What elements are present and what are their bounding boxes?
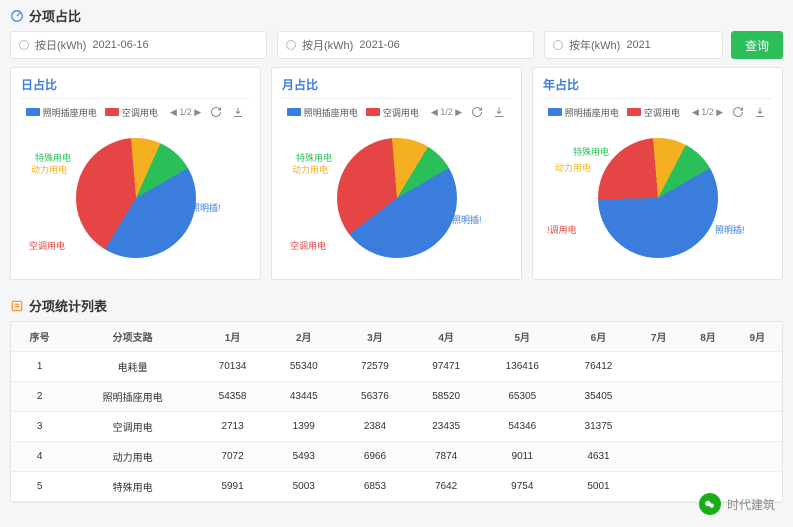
slice-label: 照明插! bbox=[452, 213, 482, 226]
col-header: 9月 bbox=[733, 322, 782, 352]
download-icon[interactable] bbox=[753, 105, 767, 119]
filter-month[interactable]: 按月(kWh) 2021-06 bbox=[277, 31, 534, 59]
radio-icon bbox=[286, 40, 296, 50]
table-row: 5特殊用电599150036853764297545001 bbox=[11, 472, 782, 502]
chart-title: 年占比 bbox=[543, 76, 772, 99]
slice-label: 动力用电 bbox=[292, 163, 328, 176]
list-icon bbox=[10, 299, 24, 313]
table-row: 4动力用电707254936966787490114631 bbox=[11, 442, 782, 472]
legend-item: 照明插座用电 bbox=[548, 106, 619, 119]
legend-item: 照明插座用电 bbox=[26, 106, 97, 119]
table-row: 3空调用电271313992384234355434631375 bbox=[11, 412, 782, 442]
section-title: 分项统计列表 bbox=[29, 296, 107, 315]
slice-label: !调用电 bbox=[547, 223, 577, 236]
slice-label: 空调用电 bbox=[29, 239, 65, 252]
col-header: 4月 bbox=[411, 322, 482, 352]
table-row: 2照明插座用电543584344556376585206530535405 bbox=[11, 382, 782, 412]
table-row: 1电耗量7013455340725799747113641676412 bbox=[11, 352, 782, 382]
query-button[interactable]: 查询 bbox=[731, 31, 783, 59]
refresh-icon[interactable] bbox=[209, 105, 223, 119]
col-header: 3月 bbox=[339, 322, 410, 352]
slice-label: 特殊用电 bbox=[35, 151, 71, 164]
filter-day[interactable]: 按日(kWh) 2021-06-16 bbox=[10, 31, 267, 59]
download-icon[interactable] bbox=[492, 105, 506, 119]
wechat-icon bbox=[699, 493, 721, 515]
col-header: 8月 bbox=[683, 322, 732, 352]
slice-label: 特殊用电 bbox=[296, 151, 332, 164]
col-header: 7月 bbox=[634, 322, 683, 352]
slice-label: 动力用电 bbox=[555, 161, 591, 174]
slice-label: 动力用电 bbox=[31, 163, 67, 176]
slice-label: 照明插! bbox=[715, 223, 745, 236]
refresh-icon[interactable] bbox=[731, 105, 745, 119]
slice-label: 照明插! bbox=[191, 201, 221, 214]
legend-item: 空调用电 bbox=[627, 106, 680, 119]
chart-nav[interactable]: ◀ 1/2 ▶ bbox=[170, 107, 201, 118]
legend-item: 空调用电 bbox=[105, 106, 158, 119]
dashboard-icon bbox=[10, 9, 24, 23]
pie-chart bbox=[598, 138, 718, 258]
legend-item: 照明插座用电 bbox=[287, 106, 358, 119]
chart-nav[interactable]: ◀ 1/2 ▶ bbox=[692, 107, 723, 118]
col-header: 2月 bbox=[268, 322, 339, 352]
legend-item: 空调用电 bbox=[366, 106, 419, 119]
pie-chart bbox=[76, 138, 196, 258]
radio-icon bbox=[19, 40, 29, 50]
refresh-icon[interactable] bbox=[470, 105, 484, 119]
col-header: 1月 bbox=[197, 322, 268, 352]
chart-title: 月占比 bbox=[282, 76, 511, 99]
radio-icon bbox=[553, 40, 563, 50]
section-title: 分项占比 bbox=[29, 6, 81, 25]
stats-table: 序号分项支路1月2月3月4月5月6月7月8月9月 1电耗量70134553407… bbox=[10, 321, 783, 503]
watermark: 时代建筑 bbox=[699, 493, 775, 515]
download-icon[interactable] bbox=[231, 105, 245, 119]
pie-chart bbox=[337, 138, 457, 258]
col-header: 分项支路 bbox=[68, 322, 197, 352]
slice-label: 空调用电 bbox=[290, 239, 326, 252]
col-header: 序号 bbox=[11, 322, 68, 352]
filter-year[interactable]: 按年(kWh) 2021 bbox=[544, 31, 723, 59]
col-header: 5月 bbox=[482, 322, 563, 352]
chart-nav[interactable]: ◀ 1/2 ▶ bbox=[431, 107, 462, 118]
chart-title: 日占比 bbox=[21, 76, 250, 99]
col-header: 6月 bbox=[563, 322, 634, 352]
slice-label: 特殊用电 bbox=[573, 145, 609, 158]
